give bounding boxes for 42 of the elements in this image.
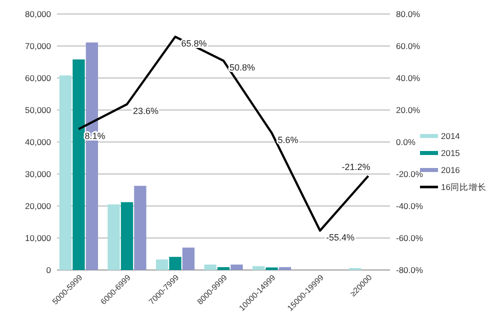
y2-tick-label: 60.0% [396, 40, 421, 51]
y2-tick-label: 0.0% [396, 136, 416, 147]
legend-label: 2016 [441, 164, 460, 175]
bar [108, 204, 120, 270]
bar [169, 256, 182, 270]
data-label: 50.8% [230, 62, 256, 73]
line-series [78, 36, 370, 232]
y-tick-label: 30,000 [25, 168, 52, 179]
bar [182, 248, 195, 270]
bar [156, 259, 168, 270]
bar [252, 266, 265, 270]
bar [230, 264, 243, 270]
bar [72, 59, 85, 270]
y-tick-label: 50,000 [25, 104, 52, 115]
bar [59, 75, 72, 270]
y-tick-label: 60,000 [25, 72, 52, 83]
legend-label: 2015 [441, 148, 460, 158]
legend-label: 16同比增长 [441, 182, 486, 192]
legend-label: 2014 [441, 130, 460, 141]
data-label: 23.6% [132, 106, 159, 116]
bar [217, 267, 230, 270]
y-tick-label: 70,000 [25, 40, 52, 51]
data-label: 5.6% [278, 135, 298, 146]
data-label: -55.4% [326, 232, 355, 243]
y2-tick-label: -40.0% [396, 200, 424, 211]
bar [134, 186, 146, 270]
bar [266, 267, 278, 270]
y2-tick-label: 40.0% [396, 72, 421, 83]
y-tick-label: 80,000 [25, 8, 52, 19]
y-tick-label: 0 [46, 264, 52, 275]
bar [204, 264, 216, 270]
y2-tick-label: -80.0% [396, 264, 424, 275]
bar [278, 267, 292, 270]
bar [120, 202, 134, 270]
y2-tick-label: -60.0% [396, 232, 424, 243]
y-tick-label: 20,000 [25, 200, 52, 211]
y2-tick-label: -20.0% [396, 168, 424, 179]
y-tick-label: 10,000 [25, 232, 52, 243]
y2-tick-label: 20.0% [396, 104, 421, 115]
y-tick-label: 40,000 [25, 136, 52, 147]
data-label: -21.2% [342, 162, 370, 172]
y2-tick-label: 80.0% [396, 8, 421, 19]
